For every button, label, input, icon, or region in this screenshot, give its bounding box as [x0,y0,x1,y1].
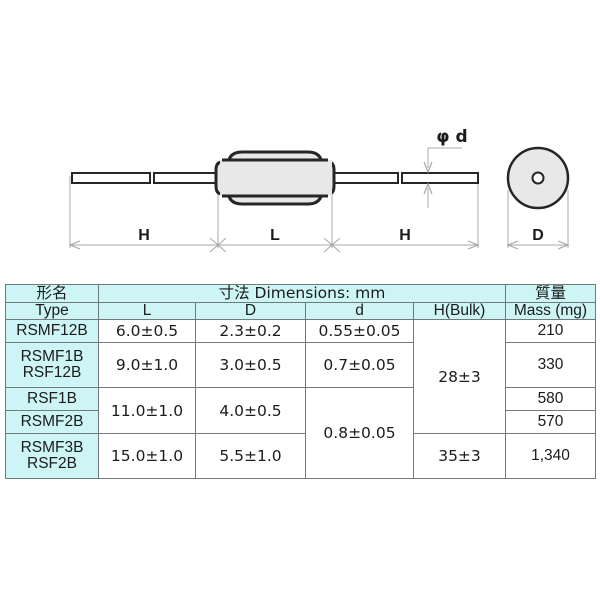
label-lead-diameter: φ d [436,127,467,147]
header-dimensions-group: 寸法 Dimensions: mm [98,284,506,303]
cell-mass: 210 [505,319,596,344]
table-header-row-1: 形名 寸法 Dimensions: mm 質量 [5,284,596,303]
label-body-length: L [270,227,280,244]
cell-type-line: RSF12B [22,364,82,382]
cell-type: RSMF3B RSF2B [5,433,99,480]
header-type-en: Type [5,301,99,321]
table-row: RSMF2B 570 [5,410,596,435]
lead-diameter-dimension [423,147,462,208]
cell-L: 15.0±1.0 [98,433,196,480]
cell-L: 11.0±1.0 [98,387,196,435]
specification-table-container: 形名 寸法 Dimensions: mm 質量 Type L D d H(Bul… [5,284,596,480]
cell-type: RSMF12B [5,319,99,344]
cell-type-line: RSMF3B [20,438,84,456]
cell-L: 6.0±0.5 [98,319,196,344]
cell-d: 0.8±0.05 [305,387,414,480]
header-mass-jp: 質量 [505,284,596,303]
end-view-circle [506,146,570,210]
diagram-svg: φ d H L H D [68,127,570,253]
cell-type: RSMF1B RSF12B [5,342,99,389]
cell-mass: 1,340 [505,433,596,480]
header-col-d: d [305,301,414,321]
header-col-L: L [98,301,196,321]
witness-lines [69,176,569,248]
resistor-body [214,150,336,206]
table-row: RSMF12B 6.0±0.5 2.3±0.2 0.55±0.05 28±3 2… [5,319,596,435]
cell-H: 28±3 [413,319,506,435]
cell-D: 2.3±0.2 [195,319,306,344]
header-col-H: H(Bulk) [413,301,506,321]
cell-mass: 580 [505,387,596,412]
table-row: RSMF3B RSF2B 15.0±1.0 5.5±1.0 35±3 1,340 [5,433,596,480]
cell-L: 9.0±1.0 [98,342,196,389]
cell-type-line: RSMF1B [20,347,84,365]
label-left-lead-length: H [138,227,150,244]
body-diameter-dimension [506,240,570,250]
table-header-row-2: Type L D d H(Bulk) Mass (mg) [5,301,596,321]
label-body-diameter: D [532,227,544,244]
table-row: RSMF1B RSF12B 9.0±1.0 3.0±0.5 0.7±0.05 3… [5,342,596,389]
table-row: RSF1B 11.0±1.0 4.0±0.5 0.8±0.05 580 [5,387,596,480]
cell-d: 0.7±0.05 [305,342,414,389]
cell-D: 3.0±0.5 [195,342,306,389]
specification-table: 形名 寸法 Dimensions: mm 質量 Type L D d H(Bul… [5,284,596,480]
cell-D: 5.5±1.0 [195,433,306,480]
cell-type: RSMF2B [5,410,99,435]
left-lead-wire [71,172,233,184]
cell-type-line: RSF2B [27,455,77,473]
right-lead-wire [319,172,479,184]
cell-d: 0.55±0.05 [305,319,414,344]
main-dimension-line [68,237,480,253]
cell-mass: 570 [505,410,596,435]
header-type-jp: 形名 [5,284,99,303]
resistor-dimension-diagram: φ d H L H D [0,0,600,278]
cell-type: RSF1B [5,387,99,412]
cell-mass: 330 [505,342,596,389]
header-col-D: D [195,301,306,321]
cell-D: 4.0±0.5 [195,387,306,435]
label-right-lead-length: H [399,227,411,244]
header-mass-en: Mass (mg) [505,301,596,321]
cell-H: 35±3 [413,433,506,480]
